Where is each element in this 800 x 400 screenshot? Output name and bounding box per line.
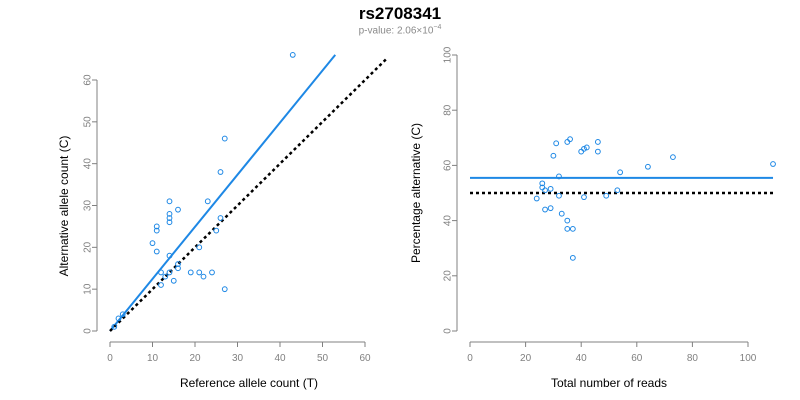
left-y-tick-label: 60 bbox=[83, 74, 94, 86]
left-data-point bbox=[209, 269, 215, 276]
left-data-point bbox=[175, 265, 181, 272]
left-data-point bbox=[200, 273, 207, 280]
right-data-point bbox=[578, 148, 585, 155]
right-x-tick-label: 60 bbox=[631, 353, 643, 364]
left-data-point bbox=[217, 169, 224, 175]
right-data-point bbox=[564, 217, 571, 224]
right-data-point bbox=[569, 254, 576, 261]
left-data-point bbox=[153, 227, 160, 234]
left-x-tick-label: 40 bbox=[274, 353, 286, 364]
right-x-tick-label: 100 bbox=[740, 353, 757, 364]
left-y-tick-label: 20 bbox=[83, 241, 94, 253]
left-data-point bbox=[158, 282, 164, 288]
right-data-point bbox=[556, 173, 562, 180]
right-data-point bbox=[614, 187, 621, 194]
right-data-point bbox=[558, 210, 565, 217]
right-data-point bbox=[553, 140, 560, 147]
chart-title: rs2708341 bbox=[358, 4, 442, 23]
left-data-point bbox=[217, 215, 224, 221]
left-data-point bbox=[166, 269, 173, 276]
left-data-point bbox=[213, 227, 220, 234]
left-data-point bbox=[162, 273, 169, 280]
left-data-point bbox=[196, 269, 203, 276]
left-data-point bbox=[187, 269, 194, 276]
left-x-tick-label: 60 bbox=[359, 353, 371, 364]
right-y-tick-label: 40 bbox=[443, 215, 454, 227]
right-data-point bbox=[542, 206, 548, 213]
subtitle-text: p-value: 2.06×10 bbox=[358, 25, 434, 37]
right-y-tick-label: 100 bbox=[443, 46, 454, 63]
left-y-tick-label: 30 bbox=[83, 200, 94, 212]
right-data-point bbox=[569, 225, 576, 232]
right-y-tick-label: 20 bbox=[443, 270, 454, 282]
right-data-point bbox=[645, 163, 651, 170]
right-data-point bbox=[603, 192, 610, 199]
left-data-point bbox=[149, 240, 156, 247]
right-x-tick-label: 80 bbox=[687, 353, 699, 364]
right-data-point bbox=[550, 152, 557, 159]
right-data-point bbox=[670, 154, 676, 161]
left-data-point bbox=[289, 52, 296, 58]
right-data-point bbox=[567, 136, 573, 143]
right-data-point bbox=[594, 139, 601, 145]
left-data-point bbox=[166, 215, 173, 221]
left-data-point bbox=[153, 223, 160, 230]
right-x-tick-label: 20 bbox=[520, 353, 532, 364]
left-data-point bbox=[175, 261, 181, 267]
right-data-point bbox=[594, 148, 601, 155]
chart-subtitle: p-value: 2.06×10−4 bbox=[0, 24, 800, 36]
left-data-point bbox=[175, 206, 181, 213]
right-data-point bbox=[556, 192, 562, 199]
left-y-tick-label: 50 bbox=[83, 116, 94, 128]
right-data-point bbox=[583, 144, 590, 151]
left-x-tick-label: 50 bbox=[317, 353, 329, 364]
left-x-tick-label: 10 bbox=[147, 353, 159, 364]
left-data-point bbox=[111, 323, 118, 330]
left-data-point bbox=[119, 311, 126, 318]
right-data-point bbox=[564, 139, 571, 145]
left-y-tick-label: 0 bbox=[83, 328, 94, 334]
left-x-tick-label: 20 bbox=[189, 353, 201, 364]
left-data-point bbox=[153, 248, 160, 255]
right-data-point bbox=[770, 161, 776, 167]
left-data-point bbox=[166, 252, 173, 259]
right-data-point bbox=[547, 205, 554, 212]
right-y-tick-label: 60 bbox=[443, 159, 454, 171]
right-data-point bbox=[547, 185, 554, 192]
right-data-point bbox=[617, 169, 624, 176]
right-data-point bbox=[564, 225, 571, 232]
left-data-point bbox=[204, 198, 211, 205]
left-data-point bbox=[166, 210, 173, 217]
left-fit-line bbox=[109, 54, 337, 332]
subtitle-exponent: −4 bbox=[433, 24, 442, 31]
right-data-point bbox=[581, 194, 587, 201]
right-x-tick-label: 40 bbox=[576, 353, 588, 364]
right-y-tick-label: 0 bbox=[443, 328, 454, 334]
right-x-tick-label: 0 bbox=[467, 353, 473, 364]
left-x-tick-label: 30 bbox=[232, 353, 244, 364]
left-data-point bbox=[196, 244, 203, 251]
left-data-point bbox=[115, 315, 122, 322]
left-y-tick-label: 40 bbox=[83, 158, 94, 170]
right-y-tick-label: 80 bbox=[443, 104, 454, 116]
left-y-tick-label: 10 bbox=[83, 283, 94, 295]
right-y-axis-label: Percentage alternative (C) bbox=[409, 123, 423, 263]
left-data-point bbox=[170, 277, 177, 284]
right-x-axis-label: Total number of reads bbox=[551, 376, 667, 390]
left-data-point bbox=[158, 269, 164, 276]
right-data-point bbox=[539, 180, 546, 187]
right-data-point bbox=[542, 187, 548, 194]
left-y-axis-label: Alternative allele count (C) bbox=[57, 136, 71, 277]
right-data-point bbox=[533, 195, 540, 202]
left-x-tick-label: 0 bbox=[107, 353, 113, 364]
left-x-axis-label: Reference allele count (T) bbox=[180, 376, 318, 390]
left-data-point bbox=[221, 286, 228, 293]
left-reference-line bbox=[109, 58, 388, 332]
left-data-point bbox=[166, 198, 173, 205]
left-data-point bbox=[166, 219, 173, 226]
left-data-point bbox=[221, 135, 228, 142]
